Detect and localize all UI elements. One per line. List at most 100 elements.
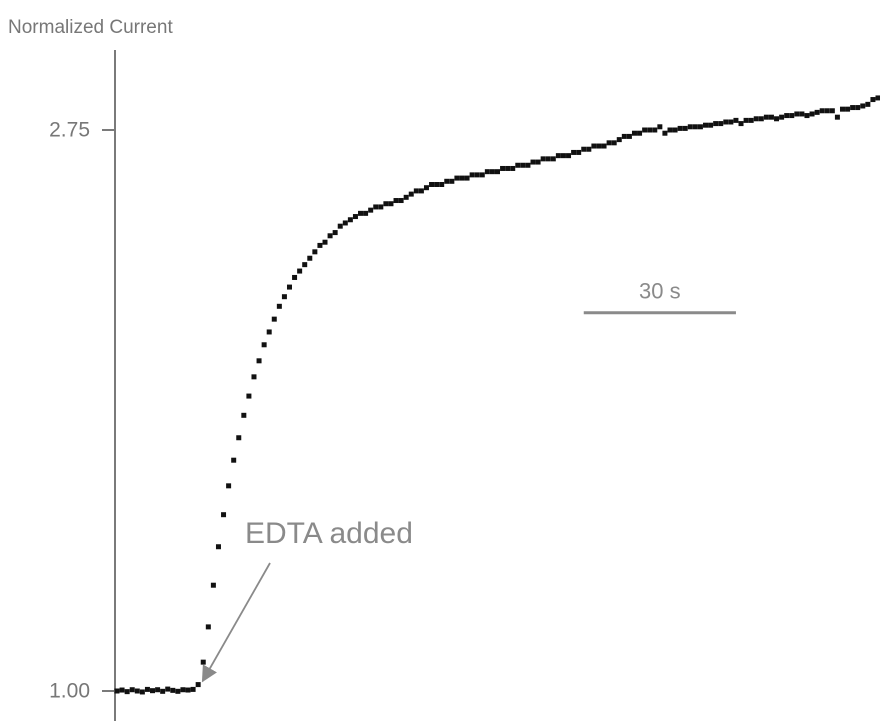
data-point [129,687,135,693]
data-point [860,103,866,109]
data-point [708,122,714,128]
data-point [571,149,577,155]
data-point [124,689,130,695]
data-point [520,162,526,168]
data-point [170,687,176,693]
data-point [464,175,470,181]
data-point [342,220,348,226]
data-point [723,119,729,125]
data-point [789,113,795,119]
data-point [510,165,516,171]
data-point [180,687,186,693]
data-point [286,284,292,290]
data-point [150,688,156,694]
data-point [423,185,429,191]
data-point [221,512,227,518]
data-point [312,249,318,255]
data-point [637,130,643,136]
data-point [814,109,820,115]
data-point [865,101,871,107]
data-point [352,214,358,220]
data-point [205,624,211,630]
data-point [144,686,150,692]
data-point [195,682,201,688]
data-point [383,201,389,207]
data-point [393,198,399,204]
data-point [652,127,658,133]
data-point [728,119,734,125]
data-point [545,156,551,162]
data-point [449,178,455,184]
data-point [459,175,465,181]
data-point [774,116,780,122]
data-point [155,687,161,693]
data-point [322,239,328,245]
data-point [429,182,435,187]
data-point [763,114,769,120]
data-point [560,153,566,159]
data-point [631,130,637,136]
data-point [530,159,536,165]
data-point [743,117,749,123]
data-point [845,106,851,112]
data-point [758,116,764,122]
data-point [657,124,663,130]
data-point [479,172,485,178]
data-point [484,169,490,175]
data-point [606,140,612,146]
data-point [261,342,267,348]
data-point [489,169,495,175]
scale-bar-label: 30 s [639,279,681,304]
annotation-arrow [201,562,271,683]
data-point [855,105,861,111]
data-point [139,689,145,695]
data-point [495,169,500,175]
data-point [241,412,247,418]
data-point [403,194,409,200]
data-point [469,172,475,178]
data-point [307,255,313,261]
data-point [114,688,120,694]
data-point [165,686,171,692]
data-point [824,108,830,114]
data-point [718,121,724,127]
data-point [271,316,277,322]
data-point [642,127,648,133]
data-point [550,156,556,162]
data-point [119,687,125,693]
data-point [525,162,531,168]
data-point [439,182,445,187]
data-point [378,204,384,210]
data-point [332,230,338,236]
data-point [398,198,404,204]
data-point [768,114,774,120]
data-point [358,210,364,216]
data-point [829,108,835,114]
data-series [114,95,880,695]
data-point [687,124,693,130]
data-point [794,111,800,117]
data-point [555,153,561,159]
data-point [697,124,703,130]
data-point [733,117,739,123]
data-point [753,116,759,122]
data-point [408,191,414,197]
data-point [444,178,450,184]
data-point [839,106,845,112]
data-point [317,242,323,248]
annotation-label: EDTA added [245,517,413,550]
data-point [586,146,592,152]
data-point [576,149,582,155]
data-point [160,688,166,694]
data-point [256,358,262,364]
data-point [672,127,678,133]
data-point [246,393,252,399]
data-point [799,111,805,117]
data-point [413,188,419,194]
data-point [875,95,880,101]
data-point [418,188,424,194]
data-point [388,201,394,207]
data-point [870,97,876,103]
data-point [297,268,303,274]
